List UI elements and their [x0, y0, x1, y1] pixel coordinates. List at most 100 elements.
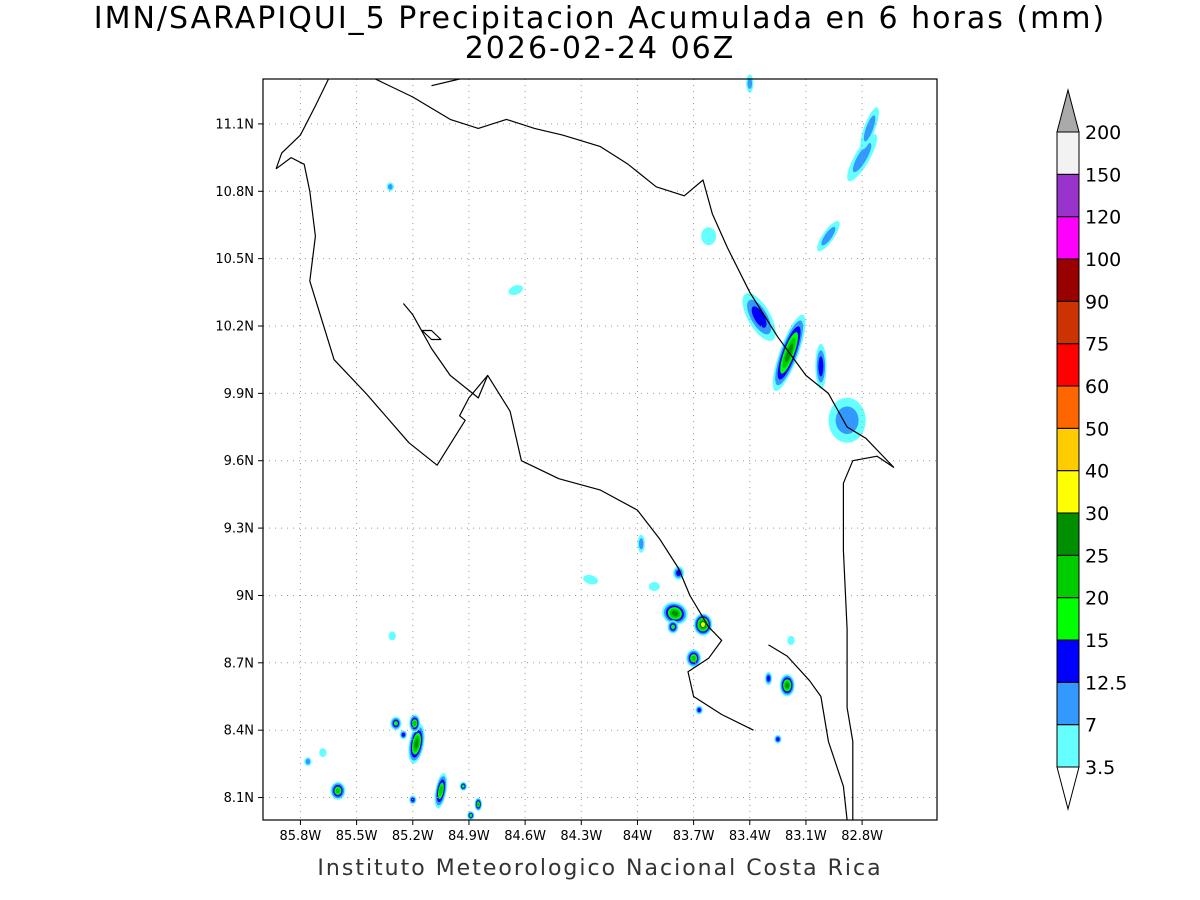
- precip-cell: [817, 221, 840, 252]
- precip-cell: [787, 635, 795, 645]
- colorbar-swatch-12.5: [1056, 681, 1080, 726]
- precip-contour-level-12.5: [747, 78, 753, 89]
- precip-contour-level-7: [319, 748, 327, 758]
- precip-contour-level-20: [393, 721, 398, 726]
- precipitation-field: [304, 74, 879, 820]
- precip-cell: [637, 534, 645, 553]
- colorbar-label: 40: [1085, 461, 1109, 483]
- lat-tick-label: 10.8N: [215, 185, 254, 200]
- coastline: [431, 78, 460, 87]
- map-frame: [262, 78, 938, 821]
- precip-contour-level-15: [776, 737, 780, 742]
- coastline: [375, 78, 895, 468]
- precip-cell: [815, 343, 827, 389]
- precip-cell: [648, 582, 660, 591]
- lon-tick-label: 85.2W: [392, 829, 434, 844]
- precip-contour-level-15: [766, 675, 771, 682]
- colorbar-swatch-90: [1056, 300, 1080, 345]
- colorbar-label: 7: [1085, 715, 1097, 737]
- lat-tick-label: 8.7N: [224, 656, 254, 671]
- precip-cell: [583, 574, 598, 585]
- colorbar-label: 200: [1085, 122, 1121, 144]
- lat-tick-label: 8.1N: [224, 791, 254, 806]
- precip-cell: [673, 566, 685, 580]
- lat-tick-label: 10.2N: [215, 320, 254, 335]
- colorbar-swatch-50: [1056, 427, 1080, 472]
- precip-contour-level-12.5: [305, 758, 311, 765]
- coastline: [402, 303, 489, 399]
- lon-tick-label: 83.7W: [673, 829, 715, 844]
- colorbar-swatch-200: [1056, 131, 1080, 175]
- coastline: [421, 329, 442, 341]
- colorbar-label: 12.5: [1085, 672, 1127, 694]
- colorbar-label: 150: [1085, 164, 1121, 186]
- colorbar-swatch-100: [1056, 258, 1080, 302]
- colorbar-swatch-20: [1056, 597, 1080, 641]
- colorbar-swatch-7: [1056, 724, 1080, 768]
- colorbar-label: 30: [1085, 503, 1109, 525]
- precip-contour-level-15: [401, 732, 406, 737]
- colorbar-under-triangle: [1056, 766, 1080, 811]
- lat-tick-label: 9.3N: [224, 522, 254, 537]
- precip-contour-level-15: [818, 356, 824, 377]
- precip-contour-level-30: [671, 610, 679, 617]
- lat-tick-label: 10.5N: [215, 252, 254, 267]
- precip-contour-level-20: [462, 784, 465, 788]
- coastline: [275, 78, 330, 170]
- precip-contour-level-12.5: [821, 226, 836, 246]
- precip-cell: [701, 227, 717, 246]
- precip-contour-level-12.5: [835, 406, 859, 435]
- colorbar-label: 25: [1085, 545, 1109, 567]
- precip-contour-level-12.5: [863, 115, 876, 142]
- colorbar-swatch-120: [1056, 216, 1080, 260]
- precip-cell: [390, 716, 402, 731]
- precip-cell: [860, 107, 879, 150]
- map-title: IMN/SARAPIQUI_5 Precipitacion Acumulada …: [93, 1, 1107, 36]
- precip-cell: [746, 74, 754, 93]
- precip-contour-level-30: [785, 682, 789, 688]
- precip-contour-level-25: [413, 720, 417, 727]
- colorbar-swatch-30: [1056, 512, 1080, 556]
- colorbar-swatch-15: [1056, 639, 1080, 683]
- precip-contour-level-15: [751, 306, 767, 328]
- precip-contour-level-7: [508, 285, 523, 296]
- lon-tick-label: 82.8W: [841, 829, 883, 844]
- colorbar-swatch-60: [1056, 385, 1080, 429]
- precip-cell: [779, 674, 795, 697]
- precip-cell: [774, 734, 782, 744]
- lon-tick-label: 84.6W: [504, 829, 546, 844]
- colorbar-swatch-40: [1056, 470, 1080, 514]
- lat-tick-label: 11.1N: [215, 117, 254, 132]
- lon-tick-label: 84.3W: [560, 829, 602, 844]
- precip-contour-level-7: [787, 635, 795, 645]
- precip-contour-level-12.5: [388, 184, 393, 190]
- colorbar: 3.5 7 12.5 15 20 25 30 40 50 60 75 90 100 120 150 200: [1056, 88, 1127, 811]
- colorbar-label: 20: [1085, 588, 1109, 610]
- lat-tick-label: 9N: [236, 589, 254, 604]
- precip-cell: [399, 730, 408, 740]
- precip-contour-level-20: [671, 624, 675, 630]
- colorbar-label: 100: [1085, 249, 1121, 271]
- coastline: [275, 157, 754, 731]
- colorbar-label: 60: [1085, 376, 1109, 398]
- precip-cell: [467, 811, 475, 820]
- precip-cell: [388, 631, 396, 641]
- lat-tick-label: 8.4N: [224, 724, 254, 739]
- coastline: [768, 644, 848, 821]
- precip-contour-level-12.5: [638, 538, 644, 550]
- precip-cell: [742, 293, 776, 341]
- colorbar-label: 75: [1085, 334, 1109, 356]
- coastline-layer: [275, 78, 895, 821]
- precip-contour-level-15: [697, 708, 701, 712]
- lon-tick-label: 85.5W: [336, 829, 378, 844]
- precip-cell: [330, 781, 346, 800]
- precip-cell: [686, 649, 702, 668]
- precip-contour-level-20: [469, 813, 473, 818]
- colorbar-label: 90: [1085, 291, 1109, 313]
- lat-tick-label: 9.9N: [224, 387, 254, 402]
- precip-cell: [667, 620, 679, 634]
- latitude-tick-labels: 11.1N 10.8N 10.5N 10.2N 9.9N 9.6N 9.3N 9N 8.7N 8.…: [215, 117, 263, 806]
- lon-tick-label: 83.4W: [729, 829, 771, 844]
- longitude-tick-labels: 85.8W 85.5W 85.2W 84.9W 84.6W 84.3W 84W 83.7W 83…: [279, 820, 883, 844]
- precip-contour-level-40: [701, 622, 705, 627]
